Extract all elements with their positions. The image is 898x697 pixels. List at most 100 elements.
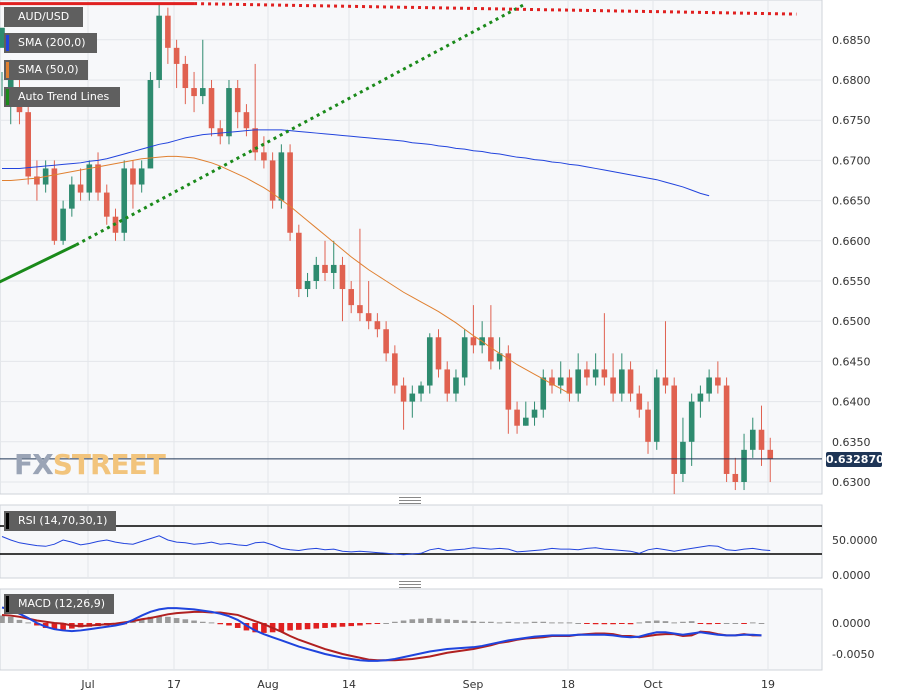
- macd-y-tick-label: 0.0000: [832, 617, 871, 630]
- legend-trendlines[interactable]: Auto Trend Lines: [4, 87, 120, 107]
- candle-body: [313, 264, 320, 281]
- y-tick-label: 0.6400: [832, 396, 871, 409]
- macd-histogram-bar: [418, 618, 424, 623]
- macd-histogram-bar: [627, 623, 634, 625]
- x-tick-label: Aug: [257, 678, 278, 691]
- candle-body: [51, 168, 58, 241]
- macd-histogram-bar: [645, 621, 651, 623]
- rsi-line: [1, 535, 771, 556]
- x-tick-label: 18: [561, 678, 575, 691]
- trend-line: [0, 243, 77, 284]
- candle-body: [304, 281, 311, 290]
- candle-body: [741, 449, 747, 482]
- legend-sma200[interactable]: SMA (200,0): [4, 33, 97, 53]
- macd-histogram-bar: [619, 623, 625, 624]
- macd-histogram-bar: [156, 616, 162, 623]
- candle-body: [365, 313, 372, 322]
- candle-body: [374, 321, 381, 330]
- candle-body: [749, 429, 756, 450]
- macd-histogram-bar: [365, 623, 372, 625]
- macd-histogram-bar: [732, 623, 739, 624]
- candle-body: [165, 15, 171, 48]
- legend-symbol-label: AUD/USD: [18, 10, 70, 23]
- candle-body: [296, 232, 302, 290]
- candle-body: [523, 417, 529, 426]
- candle-body: [103, 192, 110, 217]
- macd-histogram-bar: [322, 623, 328, 628]
- y-tick-label: 0.6600: [832, 235, 871, 248]
- candle-body: [645, 409, 651, 442]
- candle-body: [461, 337, 468, 378]
- candle-body: [330, 264, 337, 273]
- pane-resize-handle[interactable]: [399, 497, 421, 504]
- candle-body: [348, 289, 354, 306]
- candle-body: [435, 337, 442, 370]
- macd-histogram-bar: [592, 623, 599, 625]
- macd-histogram-bar: [182, 619, 189, 623]
- legend-swatch: [6, 513, 9, 529]
- candle-body: [584, 369, 590, 378]
- candle-body: [69, 184, 75, 209]
- logo-right: STREET: [52, 448, 166, 481]
- legend-symbol[interactable]: AUD/USD: [4, 7, 83, 27]
- candle-body: [226, 88, 232, 137]
- macd-histogram-bar: [287, 623, 293, 631]
- macd-histogram-bar: [584, 623, 590, 624]
- macd-histogram-bar: [0, 615, 5, 623]
- candle-body: [86, 164, 93, 193]
- candle-body: [619, 369, 625, 394]
- candle-body: [243, 112, 250, 129]
- last-price-tag: 0.632870: [826, 452, 884, 467]
- macd-histogram-bar: [42, 623, 49, 628]
- macd-histogram-bar: [470, 621, 477, 623]
- legend-macd-label: MACD (12,26,9): [18, 597, 106, 610]
- macd-histogram-bar: [461, 620, 468, 623]
- candle-body: [706, 377, 712, 394]
- macd-histogram-bar: [749, 622, 756, 624]
- macd-histogram-bar: [348, 623, 354, 627]
- macd-histogram-bar: [636, 622, 643, 624]
- candle-body: [383, 329, 389, 354]
- macd-histogram-bar: [741, 623, 747, 624]
- candle-body: [514, 409, 520, 426]
- candle-body: [723, 385, 730, 474]
- candle-body: [392, 353, 398, 386]
- macd-histogram-bar: [444, 619, 451, 623]
- macd-histogram-bar: [252, 623, 258, 633]
- sma200-line: [2, 129, 710, 197]
- macd-histogram-bar: [662, 621, 669, 623]
- legend-trendlines-label: Auto Trend Lines: [18, 90, 110, 103]
- candle-body: [25, 112, 31, 177]
- x-tick-label: 19: [761, 678, 775, 691]
- candle-body: [697, 393, 704, 402]
- candle-body: [147, 80, 154, 169]
- trend-line: [75, 2, 527, 247]
- macd-histogram-bar: [688, 621, 695, 623]
- candle-body: [191, 88, 197, 97]
- legend-sma200-label: SMA (200,0): [18, 36, 86, 49]
- macd-histogram-bar: [60, 623, 66, 630]
- pane-resize-handle[interactable]: [399, 581, 421, 588]
- macd-histogram-bar: [296, 623, 302, 630]
- macd-histogram-bar: [505, 621, 512, 623]
- candle-body: [627, 369, 634, 394]
- y-tick-label: 0.6300: [832, 476, 871, 489]
- macd-histogram-bar: [479, 621, 485, 623]
- macd-histogram-bar: [453, 619, 459, 623]
- legend-swatch: [6, 596, 9, 612]
- candle-body: [77, 184, 84, 193]
- sma50-line: [2, 155, 570, 394]
- x-tick-label: Jul: [80, 678, 94, 691]
- candle-body: [470, 337, 477, 346]
- legend-sma50[interactable]: SMA (50,0): [4, 60, 88, 80]
- candle-body: [488, 337, 494, 362]
- legend-macd[interactable]: MACD (12,26,9): [4, 594, 114, 614]
- macd-histogram-bar: [566, 622, 573, 624]
- candle-body: [252, 128, 258, 153]
- macd-histogram-bar: [409, 619, 416, 623]
- candle-body: [322, 264, 328, 273]
- candle-body: [653, 377, 660, 442]
- macd-histogram-bar: [278, 623, 285, 632]
- legend-rsi[interactable]: RSI (14,70,30,1): [4, 511, 116, 531]
